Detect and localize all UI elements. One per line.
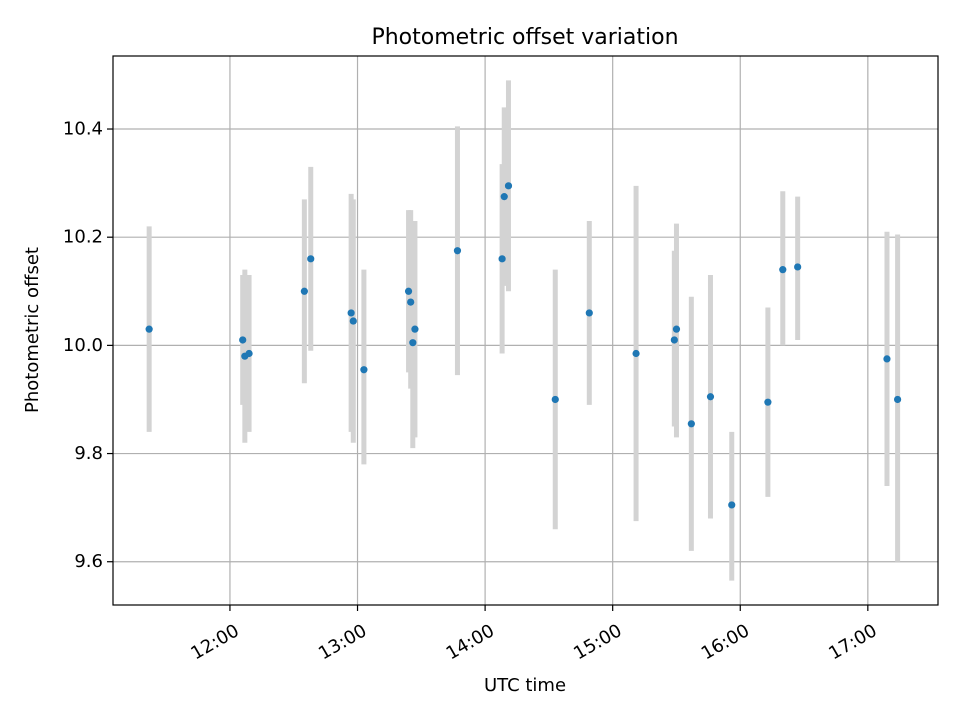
data-point	[687, 420, 695, 428]
data-point	[779, 266, 787, 274]
x-tick-label: 12:00	[187, 620, 242, 664]
chart-title: Photometric offset variation	[371, 25, 678, 50]
data-point	[145, 325, 153, 333]
data-point	[794, 263, 802, 271]
x-axis-label: UTC time	[484, 675, 566, 696]
data-point	[360, 366, 368, 374]
data-point	[349, 317, 357, 325]
axis-ticks: 12:00 13:00 14:00 15:00 16:00 17:00 9.6 9.8 10.0…	[63, 119, 881, 665]
y-tick-label: 10.2	[63, 227, 103, 248]
x-tick-label: 15:00	[570, 620, 625, 664]
data-point	[728, 501, 736, 509]
data-point	[347, 309, 355, 317]
y-tick-label: 9.6	[74, 551, 103, 572]
y-tick-label: 9.8	[74, 443, 103, 464]
data-points	[145, 182, 902, 509]
x-tick-label: 16:00	[698, 620, 753, 664]
x-tick-label: 17:00	[825, 620, 880, 664]
data-point	[672, 325, 681, 333]
data-point	[407, 298, 415, 306]
grid	[113, 56, 938, 605]
data-point	[764, 398, 772, 406]
data-point	[632, 349, 640, 358]
data-point	[245, 349, 253, 358]
data-point	[453, 247, 462, 255]
y-axis-label: Photometric offset	[22, 247, 43, 413]
data-point	[551, 395, 559, 404]
x-tick-label: 13:00	[315, 620, 370, 664]
y-tick-label: 10.0	[63, 335, 103, 356]
data-point	[307, 255, 315, 263]
data-point	[883, 355, 891, 363]
y-tick-label: 10.4	[63, 119, 103, 140]
data-point	[500, 193, 508, 201]
data-point	[300, 287, 308, 295]
error-bars	[146, 80, 901, 581]
data-point	[585, 309, 593, 317]
data-point	[706, 393, 715, 401]
plot-frame	[112, 55, 939, 606]
data-point	[670, 336, 678, 344]
data-point	[409, 339, 417, 347]
data-point	[498, 255, 506, 263]
data-point	[504, 182, 513, 190]
data-point	[239, 336, 247, 344]
x-tick-label: 14:00	[443, 620, 498, 664]
data-point	[894, 395, 902, 404]
data-point	[404, 287, 413, 295]
data-point	[411, 325, 419, 333]
